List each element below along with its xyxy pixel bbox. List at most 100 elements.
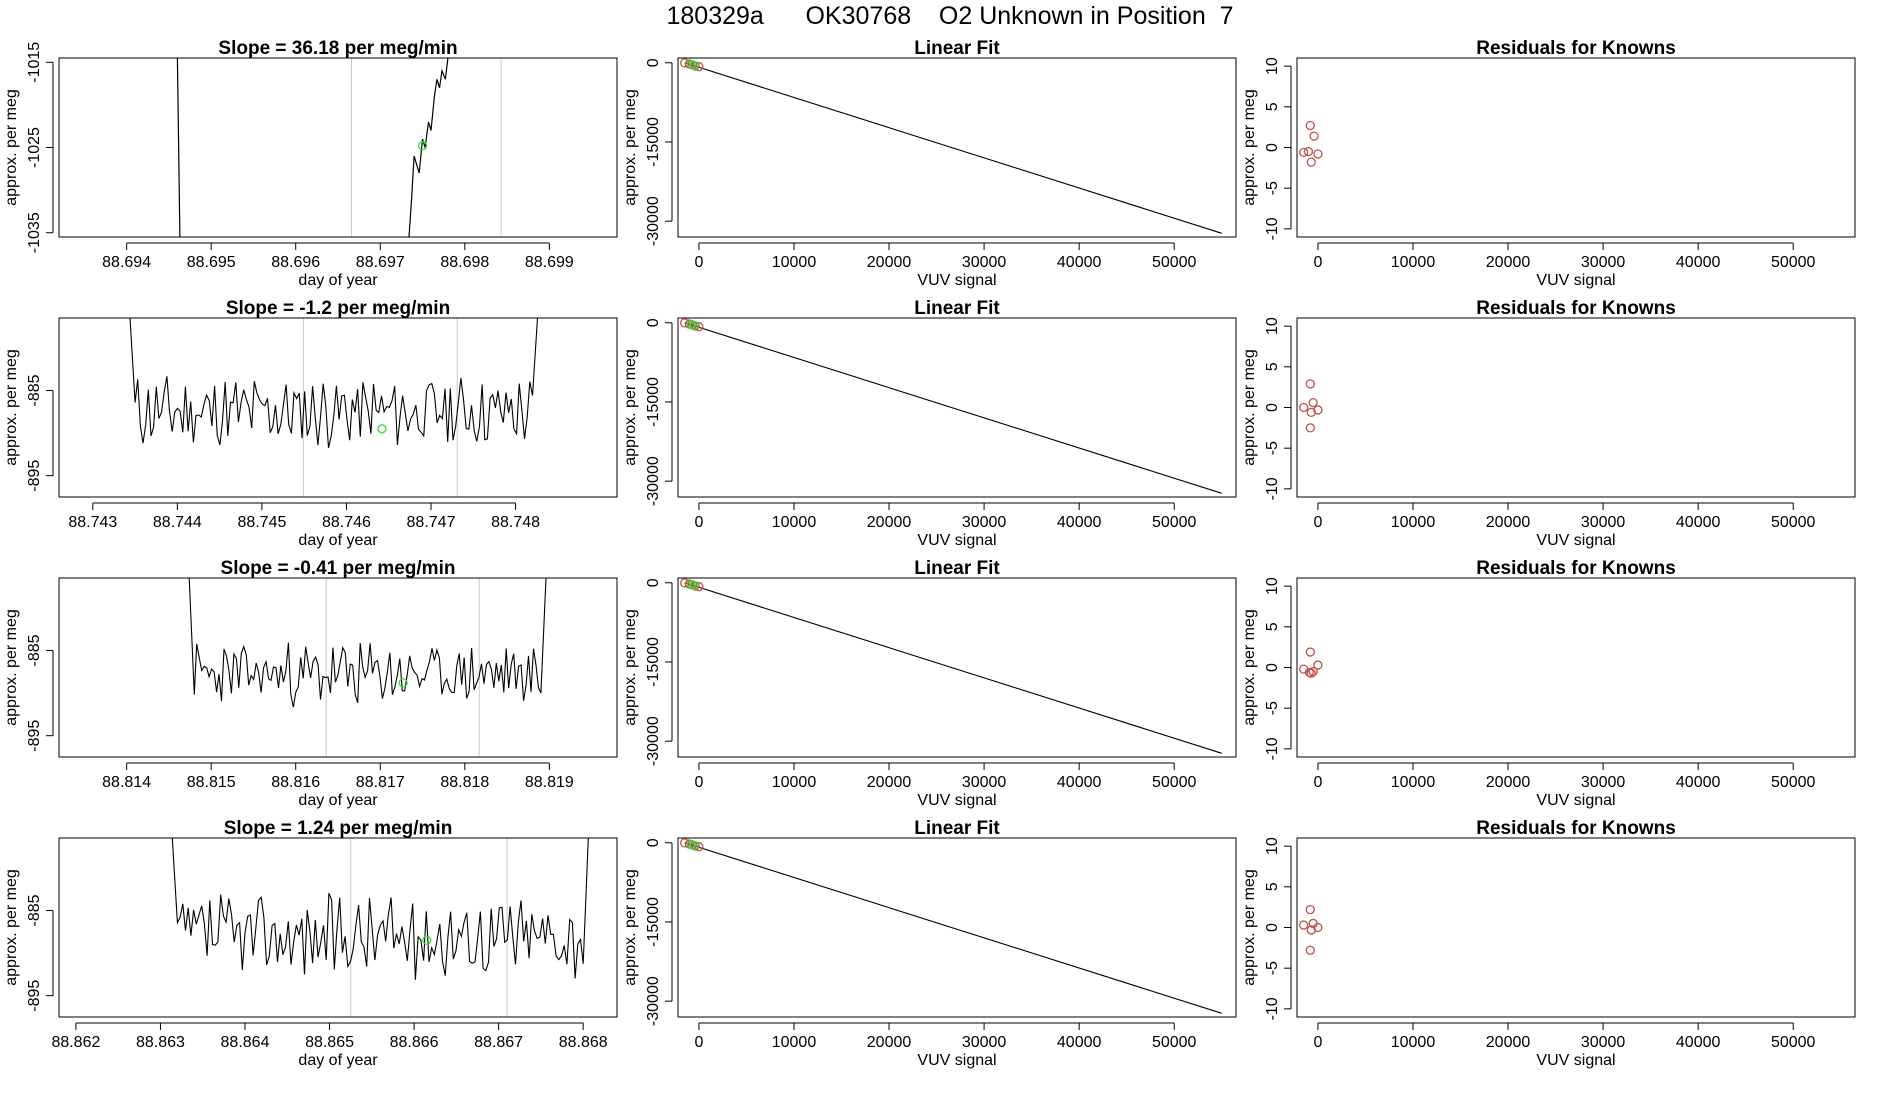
chart-panel: Slope = 36.18 per meg/min 88.694 88.695 88.… [3, 38, 618, 289]
x-tick-label: 50000 [1771, 774, 1816, 791]
x-tick-label: 20000 [867, 254, 912, 271]
fit-line [684, 322, 1222, 494]
x-axis-label: day of year [298, 1052, 378, 1069]
data-point [1299, 402, 1309, 413]
data-point [1304, 667, 1315, 678]
y-tick-label: -10 [1264, 477, 1281, 500]
plot-area [1299, 904, 1323, 955]
x-axis-label: VUV signal [917, 1052, 996, 1069]
y-tick-label: -15000 [645, 637, 662, 687]
y-axis-label: approx. per meg [3, 609, 20, 726]
plot-frame [677, 57, 1237, 238]
plot-frame [1296, 837, 1856, 1018]
x-tick-label: 10000 [1391, 254, 1436, 271]
x-axis-label: VUV signal [1536, 792, 1615, 809]
x-tick-label: 0 [694, 254, 703, 271]
plot-frame [1296, 577, 1856, 758]
x-tick-label: 0 [1313, 774, 1322, 791]
data-point [1313, 660, 1323, 670]
x-tick-label: 40000 [1676, 774, 1721, 791]
y-axis-label: approx. per meg [1241, 609, 1258, 726]
series-line [171, 838, 589, 980]
series-line [129, 318, 539, 449]
x-tick-label: 50000 [1771, 1034, 1816, 1051]
y-axis-label: approx. per meg [3, 869, 20, 986]
x-tick-label: 40000 [1057, 1034, 1102, 1051]
y-tick-label: -885 [26, 894, 43, 926]
y-tick-label: -895 [26, 980, 43, 1012]
plot-area [1299, 647, 1323, 678]
y-tick-label: -895 [26, 460, 43, 492]
chart-title: Residuals for Knowns [1476, 38, 1676, 59]
x-tick-label: 30000 [962, 774, 1007, 791]
x-tick-label: 10000 [1391, 1034, 1436, 1051]
x-tick-label: 50000 [1771, 254, 1816, 271]
chart-panel: Linear Fit 0 10000 20000 30000 40000 50000 VUV … [622, 558, 1237, 809]
series-line [176, 58, 181, 237]
chart-title: Linear Fit [914, 38, 1000, 59]
plot-area [176, 58, 502, 237]
y-tick-label: 0 [645, 58, 662, 67]
chart-panel: Residuals for Knowns 0 10000 20000 30000 4000… [1241, 38, 1856, 289]
x-tick-label: 10000 [772, 514, 817, 531]
y-axis-label: approx. per meg [622, 869, 639, 986]
plot-frame [58, 837, 618, 1018]
x-tick-label: 0 [1313, 514, 1322, 531]
y-tick-label: 0 [1264, 403, 1281, 412]
chart-panel: Slope = 1.24 per meg/min 88.862 88.863 88.8… [3, 818, 618, 1069]
x-tick-label: 10000 [772, 1034, 817, 1051]
y-tick-label: 0 [645, 838, 662, 847]
x-axis-label: VUV signal [917, 272, 996, 289]
y-tick-label: 5 [1264, 882, 1281, 891]
x-tick-label: 88.745 [237, 514, 286, 531]
x-tick-label: 30000 [962, 514, 1007, 531]
data-point [1305, 120, 1315, 131]
plot-area [680, 578, 1222, 754]
y-tick-label: -30000 [645, 716, 662, 766]
y-axis-label: approx. per meg [1241, 869, 1258, 986]
y-tick-label: 0 [1264, 143, 1281, 152]
plot-frame [1296, 317, 1856, 498]
highlight-point [417, 141, 428, 151]
data-point [689, 840, 699, 851]
x-tick-label: 40000 [1676, 254, 1721, 271]
y-tick-label: -895 [26, 720, 43, 752]
x-tick-label: 0 [694, 1034, 703, 1051]
x-tick-label: 30000 [1581, 514, 1626, 531]
x-tick-label: 88.698 [440, 254, 489, 271]
x-tick-label: 50000 [1152, 514, 1197, 531]
chart-title: Linear Fit [914, 558, 1000, 579]
x-tick-label: 88.815 [187, 774, 236, 791]
highlight-point [377, 424, 387, 434]
chart-panel: Residuals for Knowns 0 10000 20000 30000 4000… [1241, 558, 1856, 809]
chart-title: Slope = 1.24 per meg/min [224, 818, 453, 839]
y-tick-label: 0 [1264, 663, 1281, 672]
x-tick-label: 88.694 [102, 254, 151, 271]
x-axis-label: VUV signal [1536, 532, 1615, 549]
plot-area [171, 838, 589, 1017]
y-tick-label: -885 [26, 374, 43, 406]
y-axis-label: approx. per meg [622, 89, 639, 206]
x-tick-label: 20000 [1486, 254, 1531, 271]
x-tick-label: 10000 [1391, 514, 1436, 531]
data-point [689, 320, 699, 331]
x-tick-label: 10000 [772, 774, 817, 791]
x-axis-label: day of year [298, 272, 378, 289]
chart-panel: Slope = -0.41 per meg/min 88.814 88.815 88.… [3, 558, 618, 809]
x-tick-label: 88.868 [559, 1034, 608, 1051]
chart-panel: Linear Fit 0 10000 20000 30000 40000 50000 VUV … [622, 818, 1237, 1069]
x-tick-label: 0 [1313, 1034, 1322, 1051]
x-tick-label: 30000 [1581, 1034, 1626, 1051]
plot-area [680, 318, 1222, 494]
plot-frame [58, 577, 618, 758]
data-point [1305, 945, 1315, 955]
x-axis-label: VUV signal [1536, 272, 1615, 289]
plot-area [680, 58, 1222, 234]
x-axis-label: day of year [298, 532, 378, 549]
chart-title: Residuals for Knowns [1476, 298, 1676, 319]
x-tick-label: 88.744 [153, 514, 202, 531]
y-tick-label: -15000 [645, 117, 662, 167]
chart-title: Residuals for Knowns [1476, 558, 1676, 579]
y-tick-label: -1035 [26, 212, 43, 253]
